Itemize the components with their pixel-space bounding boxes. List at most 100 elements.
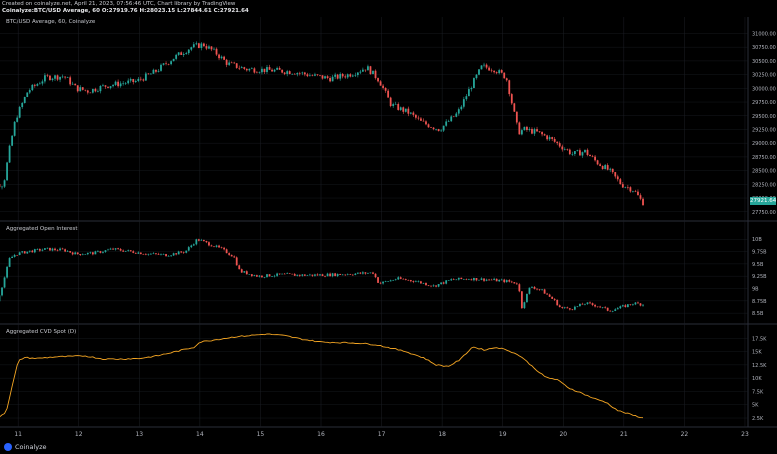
candle — [379, 282, 382, 284]
y-tick-label: 8.5B — [752, 311, 764, 317]
candle — [329, 273, 331, 277]
candle — [409, 112, 412, 114]
candle — [354, 273, 357, 275]
candle — [346, 274, 349, 275]
candle — [541, 132, 543, 135]
y-tick-label: 29000.00 — [752, 141, 776, 147]
candle — [356, 272, 359, 274]
candle — [520, 130, 523, 135]
y-tick-label: 12.5K — [752, 363, 767, 369]
candle — [399, 277, 402, 279]
candle — [571, 154, 574, 155]
candle — [142, 79, 145, 81]
candle — [399, 107, 402, 110]
candle — [97, 91, 99, 92]
candle — [64, 249, 67, 252]
candle — [367, 273, 369, 274]
candle — [510, 281, 513, 283]
candle — [599, 306, 602, 308]
candle — [59, 76, 61, 80]
candle — [311, 75, 314, 77]
candle — [321, 75, 324, 79]
candle — [223, 56, 225, 60]
price-pane-title: BTC/USD Average, 60, Coinalyze — [6, 19, 96, 25]
y-tick-label: 9.5B — [752, 262, 764, 268]
candle — [462, 99, 465, 107]
x-tick-label: 16 — [317, 431, 325, 438]
candle — [288, 71, 291, 75]
candle — [510, 94, 513, 104]
candle — [253, 275, 256, 276]
candle — [576, 150, 579, 152]
candle — [387, 90, 390, 98]
candle — [417, 117, 420, 119]
candle — [86, 252, 89, 255]
candle — [71, 252, 74, 255]
candle — [626, 187, 629, 188]
candle — [66, 77, 69, 78]
candle — [66, 251, 69, 252]
candle — [220, 247, 223, 248]
candle — [427, 285, 430, 286]
candle — [435, 285, 437, 287]
candle — [177, 52, 180, 55]
candle — [303, 274, 306, 276]
candle — [311, 274, 314, 276]
candle — [18, 252, 21, 256]
candle — [639, 303, 642, 306]
candle — [8, 258, 11, 267]
candle — [56, 250, 59, 251]
candle — [1, 186, 3, 188]
candle — [573, 151, 576, 155]
y-tick-label: 10K — [752, 376, 762, 382]
candle — [273, 69, 276, 72]
candle — [208, 242, 210, 246]
candle — [225, 59, 228, 65]
candle — [23, 251, 26, 254]
candle — [632, 304, 634, 305]
coinalyze-logo[interactable]: Coinalyze — [4, 443, 47, 451]
candle — [18, 107, 21, 118]
candle — [243, 67, 246, 69]
candle — [107, 86, 109, 88]
candle — [28, 250, 31, 252]
candle — [240, 269, 243, 273]
candle — [314, 274, 316, 276]
candle — [629, 304, 632, 305]
x-tick-label: 23 — [741, 431, 749, 438]
candle — [150, 253, 152, 255]
candle — [54, 75, 56, 79]
candle — [513, 282, 516, 284]
candle — [374, 70, 377, 79]
candle — [31, 84, 34, 91]
candle — [235, 257, 238, 266]
candle — [41, 81, 44, 84]
candle — [334, 74, 337, 77]
candle — [319, 274, 321, 276]
candle — [382, 85, 384, 88]
candle — [389, 280, 392, 282]
candle — [195, 239, 198, 245]
candle — [49, 247, 51, 251]
candle — [596, 160, 599, 165]
candle — [142, 254, 145, 255]
candle — [440, 282, 443, 285]
candle — [215, 48, 218, 55]
candle — [339, 273, 342, 275]
candle — [465, 96, 468, 100]
candle — [553, 298, 556, 300]
y-tick-label: 30750.00 — [752, 45, 776, 51]
candle — [349, 274, 352, 275]
candle — [283, 273, 286, 275]
candle — [13, 254, 16, 257]
candle — [291, 273, 294, 275]
y-tick-label: 10B — [752, 237, 762, 243]
x-tick-label: 17 — [378, 431, 386, 438]
candle — [351, 75, 354, 77]
candle — [604, 307, 607, 308]
candle — [515, 283, 518, 285]
candle — [36, 84, 39, 86]
candle — [167, 256, 170, 257]
candle — [162, 254, 165, 255]
